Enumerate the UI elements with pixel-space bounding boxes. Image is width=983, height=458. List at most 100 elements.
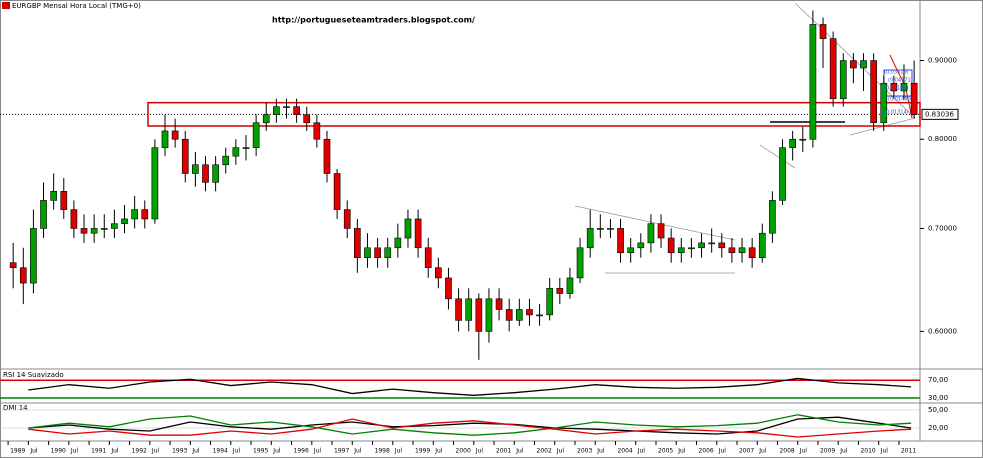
candle-body: [789, 138, 796, 148]
x-tick-label: 1995: [253, 448, 268, 455]
x-tick-label: Jul: [556, 448, 565, 455]
y-tick-label: 20,00: [928, 424, 948, 432]
x-tick-label: 2011: [901, 448, 916, 455]
candle-body: [769, 200, 776, 234]
candle-body: [434, 267, 442, 279]
candle-body: [738, 247, 746, 254]
candle-body: [414, 218, 422, 249]
candle-body: [900, 82, 908, 92]
candle-body: [121, 218, 128, 224]
candle-body: [364, 247, 371, 258]
candle-body: [688, 247, 695, 250]
candle-body: [637, 242, 645, 249]
candle-body: [627, 247, 635, 254]
fib-label: (0,01314): [884, 110, 909, 116]
candle-body: [192, 164, 199, 174]
x-tick-label: Jul: [110, 448, 119, 455]
candle-body: [819, 24, 827, 39]
candle-body: [374, 247, 381, 258]
rsi-title: RSI 14 Suavizado: [3, 371, 64, 379]
y-tick-label: 0.70000: [928, 224, 957, 232]
x-tick-label: 1999: [415, 448, 430, 455]
x-tick-label: 1989: [10, 448, 25, 455]
x-tick-label: Jul: [475, 448, 484, 455]
fib-label: (0,03619): [884, 70, 909, 76]
y-tick-label: 30,00: [928, 394, 948, 402]
candle-body: [262, 114, 270, 124]
candle-body: [708, 242, 716, 245]
fib-label: (0,04771): [888, 78, 913, 84]
candle-body: [50, 191, 57, 201]
candle-body: [404, 218, 412, 239]
candle-body: [80, 228, 88, 234]
candle-body: [485, 298, 493, 332]
x-tick-label: 2001: [496, 448, 511, 455]
candle-body: [607, 228, 614, 230]
candle-body: [202, 164, 209, 183]
last-price-box: [921, 108, 959, 120]
candle-body: [60, 191, 68, 210]
x-tick-label: 1990: [51, 448, 66, 455]
x-tick-label: 1992: [132, 448, 147, 455]
candle-body: [546, 287, 554, 316]
x-tick-label: 2009: [820, 448, 835, 455]
candle-body: [161, 130, 169, 148]
indicator-line: [28, 418, 912, 438]
x-tick-label: Jul: [29, 448, 38, 455]
candle-body: [505, 309, 513, 321]
candle-body: [495, 298, 503, 310]
candle-body: [617, 228, 624, 254]
candle-body: [576, 247, 584, 279]
candle-body: [212, 164, 219, 183]
x-tick-label: Jul: [839, 448, 848, 455]
candle-body: [232, 147, 240, 157]
x-tick-label: 1997: [334, 448, 349, 455]
candle-body: [70, 209, 78, 229]
candle-body: [910, 82, 918, 115]
candle-body: [566, 277, 574, 294]
x-tick-label: 2003: [577, 448, 592, 455]
last-price-label: 0.83036: [925, 110, 954, 118]
candle-body: [728, 247, 736, 254]
candle-body: [779, 147, 786, 201]
x-tick-label: 2007: [739, 448, 754, 455]
candle-body: [323, 138, 331, 174]
candle-body: [131, 209, 138, 220]
candle-body: [596, 228, 604, 230]
y-tick-label: 0.80000: [928, 135, 957, 143]
y-tick-label: 0.60000: [928, 327, 957, 335]
candle-body: [19, 267, 27, 284]
x-tick-label: Jul: [272, 448, 281, 455]
candle-body: [850, 60, 857, 69]
candle-body: [40, 200, 47, 229]
x-tick-label: Jul: [70, 448, 79, 455]
candle-body: [283, 106, 290, 108]
x-tick-label: 1991: [91, 448, 106, 455]
candle-body: [141, 209, 149, 220]
candle-body: [100, 228, 108, 230]
x-tick-label: 1993: [172, 448, 187, 455]
candle-body: [9, 262, 17, 269]
trendline: [574, 205, 736, 241]
symbol-icon: [2, 2, 10, 9]
candle-body: [111, 223, 118, 229]
x-tick-label: Jul: [596, 448, 605, 455]
candle-body: [809, 24, 817, 140]
candle-body: [303, 114, 311, 124]
x-tick-label: 2005: [658, 448, 673, 455]
x-tick-label: 1994: [213, 448, 228, 455]
candle-body: [394, 237, 402, 249]
x-tick-label: Jul: [353, 448, 362, 455]
candle-body: [475, 298, 483, 332]
candle-body: [465, 298, 473, 321]
candle-body: [313, 122, 321, 140]
candle-body: [556, 287, 564, 294]
candle-body: [829, 38, 837, 100]
candle-body: [445, 277, 452, 300]
candle-body: [384, 247, 392, 258]
candle-body: [222, 155, 230, 166]
x-tick-label: Jul: [232, 448, 241, 455]
candle-body: [181, 138, 189, 174]
candle-body: [647, 223, 655, 244]
x-tick-label: 1998: [375, 448, 390, 455]
